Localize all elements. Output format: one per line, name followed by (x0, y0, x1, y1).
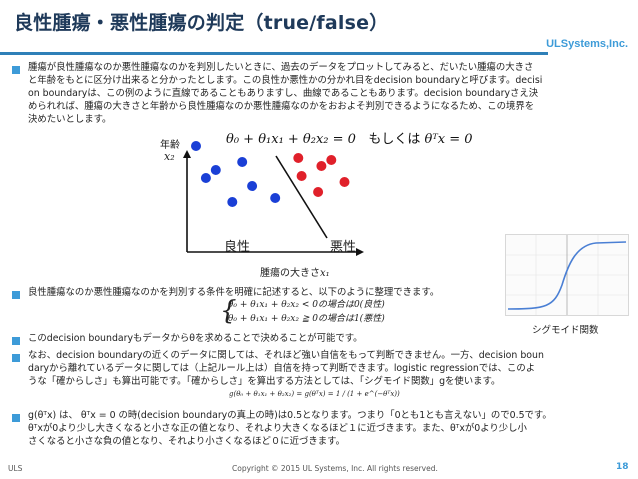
bullet-4 (12, 354, 20, 362)
boundary-formula: θ₀ + θ₁x₁ + θ₂x₂ = 0 もしくは θᵀx = 0 (226, 132, 473, 147)
sigmoid-caption: シグモイド関数 (532, 325, 599, 336)
y-axis-arrow (183, 150, 191, 158)
bullet-3 (12, 337, 20, 345)
benign-point-3 (210, 165, 221, 175)
paragraph-1-line-1: 腫瘍が良性腫瘍なのか悪性腫瘍なのかを判別したいときに、過去のデータをプロットして… (28, 62, 534, 73)
paragraph-5-line-3: さくなると小さな負の値となり、それより小さくなるほど０に近づきます。 (28, 436, 345, 447)
x-axis-label: 腫瘍の大きさx₁ (260, 268, 330, 279)
benign-point-1 (191, 141, 201, 151)
paragraph-1-line-3: on boundaryは、この例のように直線であることもありますし、曲線であるこ… (28, 88, 539, 99)
paragraph-4-line-1: なお、decision boundaryの近くのデータに関しては、それほど強い自… (28, 350, 544, 361)
malignant-point-2 (326, 155, 337, 165)
malignant-point-5 (339, 177, 350, 187)
benign-point-4 (200, 173, 211, 183)
case-benign: θ₀ + θ₁x₁ + θ₂x₂ < 0の場合は0(良性) (228, 300, 385, 310)
paragraph-1-line-2: と年齢をもとに区分け出来ると分かったとします。この良性か悪性かの分かれ目をdec… (28, 75, 543, 86)
bullet-2 (12, 291, 20, 299)
page-number: 18 (616, 462, 629, 472)
paragraph-5-line-2: θᵀxが0より少し大きくなると小さな正の値となり、それより大きくなるほど１に近づ… (28, 423, 527, 434)
y-axis-variable: x₂ (164, 150, 175, 163)
paragraph-1-line-4: められれば、腫瘍の大きさと年齢から良性腫瘍なのか悪性腫瘍なのかをおおよそ判別でき… (28, 101, 535, 112)
malignant-point-6 (313, 187, 324, 197)
y-axis-label: 年齢 (160, 140, 180, 151)
header-rule (0, 52, 548, 55)
case-malignant: θ₀ + θ₁x₁ + θ₂x₂ ≧ 0の場合は1(悪性) (228, 314, 385, 324)
paragraph-4-line-3: うな「確からしさ」も算出可能です。「確からしさ」を算出する方法としては、「シグモ… (28, 376, 501, 387)
sigmoid-formula: g(θ₀ + θ₁x₁ + θ₂x₂) = g(θᵀx) = 1 / (1 + … (229, 390, 400, 398)
benign-point-7 (270, 193, 281, 203)
bullet-5 (12, 414, 20, 422)
malignant-point-3 (316, 161, 327, 171)
x-axis-arrow (356, 248, 364, 256)
benign-point-6 (227, 197, 238, 207)
paragraph-4-line-2: daryから離れているデータに関しては（上記ルール上は）自信を持って判断できます… (28, 363, 536, 374)
footer-copyright: Copyright © 2015 UL Systems, Inc. All ri… (232, 464, 438, 473)
paragraph-5-line-1: g(θᵀx) は、 θᵀx = 0 の時(decision boundaryの真… (28, 410, 552, 421)
paragraph-1-line-5: 決めたいとします。 (28, 114, 112, 125)
sigmoid-curve (507, 241, 627, 310)
benign-label: 良性 (224, 240, 251, 255)
bullet-1 (12, 66, 20, 74)
paragraph-2-line-1: 良性腫瘍なのか悪性腫瘍なのかを判別する条件を明確に記述すると、以下のように整理で… (28, 287, 440, 298)
benign-point-2 (237, 157, 248, 167)
brand-logo: ULSystems,Inc. (546, 38, 628, 50)
condition-cases: { θ₀ + θ₁x₁ + θ₂x₂ < 0の場合は0(良性) θ₀ + θ₁x… (220, 296, 385, 326)
decision-boundary-line (275, 155, 328, 239)
sigmoid-plot (505, 234, 629, 316)
sigmoid-svg (506, 235, 628, 315)
malignant-point-1 (293, 153, 304, 163)
malignant-point-4 (296, 171, 307, 181)
page-title: 良性腫瘍・悪性腫瘍の判定（true/false） (14, 12, 389, 34)
paragraph-3-line-1: このdecision boundaryもデータからθを求めることで決めることが可… (28, 333, 363, 344)
malignant-label: 悪性 (330, 240, 357, 255)
footer-left: ULS (8, 464, 23, 473)
benign-point-5 (247, 181, 258, 191)
